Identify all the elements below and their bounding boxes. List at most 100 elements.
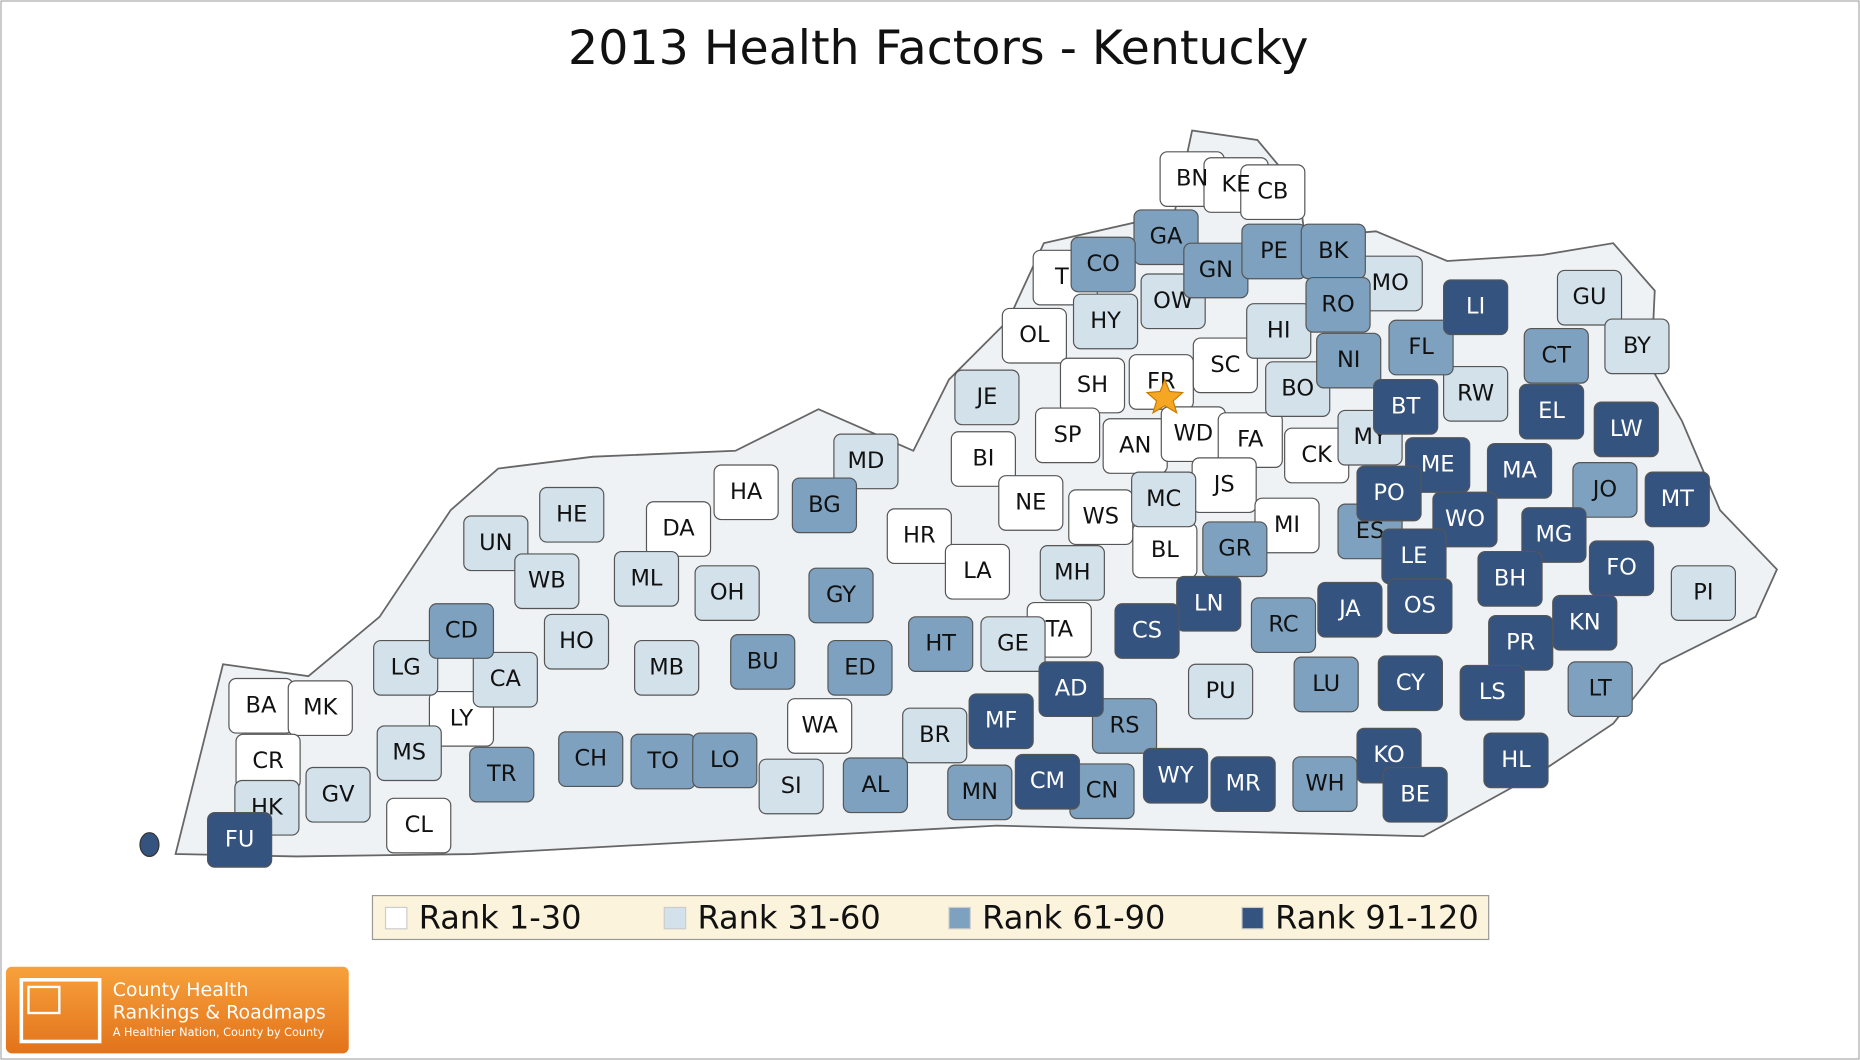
county-label: WB (528, 568, 566, 594)
county (558, 731, 624, 788)
county (1387, 578, 1453, 635)
county (1001, 307, 1067, 364)
county-label: MI (1274, 512, 1300, 538)
county-label: PI (1693, 580, 1713, 606)
county (791, 477, 858, 534)
county (1038, 661, 1104, 718)
legend-swatch (1241, 906, 1264, 930)
legend-swatch (948, 906, 971, 930)
county (954, 369, 1020, 426)
county-label: AL (861, 772, 889, 798)
county-label: ED (844, 654, 876, 680)
county-label: MC (1146, 486, 1181, 512)
island (139, 832, 160, 858)
county-label: ML (630, 565, 662, 591)
county-label: RO (1321, 291, 1354, 317)
county-label: GA (1150, 224, 1183, 250)
county (1114, 603, 1180, 659)
county-label: HE (556, 501, 587, 527)
county-label: GN (1199, 257, 1233, 283)
logo-icon-part (27, 985, 61, 1015)
county-label: NI (1337, 347, 1360, 373)
county-label: EL (1538, 398, 1565, 424)
county-label: TO (646, 748, 678, 774)
county-label: WS (1083, 504, 1120, 530)
county (1432, 491, 1498, 548)
county (944, 543, 1011, 600)
county-label: LE (1401, 543, 1428, 569)
county (1133, 209, 1199, 266)
county-label: CD (445, 618, 478, 644)
county-label: RC (1268, 612, 1298, 638)
county (787, 698, 853, 754)
county-label: CM (1030, 768, 1065, 794)
county (1443, 365, 1509, 422)
county (1588, 540, 1655, 597)
county-label: OL (1019, 322, 1050, 348)
county-label: ES (1356, 518, 1385, 544)
county (998, 475, 1064, 531)
county-label: KO (1373, 742, 1404, 768)
county-label: UN (479, 530, 512, 556)
county (968, 693, 1034, 750)
county (1556, 269, 1623, 326)
county (950, 431, 1016, 487)
county (1131, 471, 1197, 528)
county-label: BN (1176, 166, 1208, 192)
county-label: RW (1457, 380, 1494, 406)
county (1292, 756, 1358, 812)
county (1142, 747, 1209, 804)
county-label: GY (826, 582, 856, 608)
county-label: BR (919, 722, 950, 748)
legend-label: Rank 31-60 (697, 898, 880, 936)
map-root: 2013 Health Factors - Kentucky BN KE CB TI O… (5, 21, 1778, 1054)
county (1250, 597, 1317, 654)
county (1176, 575, 1242, 632)
county-label: GU (1573, 284, 1607, 310)
county-label: LY (450, 705, 474, 731)
county-label: MN (962, 779, 998, 805)
county-label: NE (1015, 489, 1046, 515)
county-label: CO (1086, 251, 1119, 277)
county-label: CK (1301, 442, 1333, 468)
county (1593, 401, 1659, 458)
county-label: LO (710, 747, 739, 773)
county-label: MK (303, 695, 338, 721)
county-label: HY (1090, 308, 1121, 334)
county-label: BG (808, 492, 841, 518)
county (1644, 471, 1710, 528)
county-label: MD (848, 448, 885, 474)
county-label: MA (1502, 457, 1537, 483)
county-label: FO (1606, 555, 1637, 581)
legend-label: Rank 61-90 (982, 898, 1165, 936)
county (1483, 732, 1549, 789)
county-label: HI (1267, 317, 1291, 343)
county-label: FA (1237, 427, 1264, 453)
county (305, 766, 371, 823)
county-label: BI (972, 446, 994, 472)
county-label: SC (1210, 352, 1240, 378)
county (1486, 443, 1553, 499)
county-label: LW (1610, 416, 1643, 442)
county (1070, 236, 1136, 293)
county-label: SP (1054, 422, 1082, 448)
county-label: LA (963, 558, 992, 584)
county-label: WO (1445, 506, 1485, 532)
county-label: LU (1312, 671, 1340, 697)
county (713, 464, 779, 521)
county-label: SH (1077, 372, 1108, 398)
county-label: WD (1174, 421, 1214, 447)
legend-box (371, 894, 1490, 941)
legend-swatch (663, 906, 687, 930)
county-label: KE (1222, 172, 1251, 198)
county (1305, 276, 1371, 333)
logo-line-1: County Health (113, 979, 249, 1001)
county-label: LN (1194, 590, 1223, 616)
county (1039, 545, 1105, 601)
county-label: MR (1226, 771, 1261, 797)
county (902, 707, 968, 764)
county (1210, 756, 1276, 812)
county-label: MT (1661, 486, 1694, 512)
county-label: OH (710, 580, 745, 606)
county (1388, 319, 1454, 376)
